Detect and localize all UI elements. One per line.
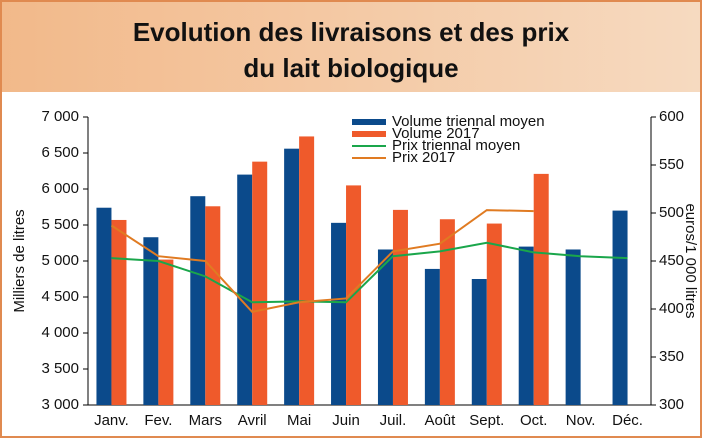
y-tick-label: 6 000 [41, 180, 79, 197]
bar [158, 259, 174, 405]
x-tick-label: Nov. [566, 412, 596, 429]
legend-swatch [352, 131, 386, 137]
x-tick-label: Mars [189, 412, 222, 429]
x-tick-label: Avril [238, 412, 267, 429]
x-tick-label: Déc. [612, 412, 643, 429]
bar [424, 268, 440, 405]
y-tick-label: 5 000 [41, 252, 79, 269]
y2-tick-label: 350 [659, 348, 684, 365]
y-tick-label: 7 000 [41, 108, 79, 125]
y2-tick-label: 450 [659, 252, 684, 269]
y2-tick-label: 300 [659, 396, 684, 413]
x-tick-label: Oct. [520, 412, 548, 429]
bar [111, 219, 127, 405]
bar [612, 210, 628, 405]
y-tick-label: 6 500 [41, 144, 79, 161]
title-box [2, 2, 700, 92]
bar [252, 161, 268, 405]
x-tick-label: Août [424, 412, 456, 429]
bar [205, 206, 221, 405]
legend-label: Volume triennal moyen [392, 113, 545, 130]
chart-title: Evolution des livraisons et des prix [133, 17, 570, 47]
x-tick-label: Mai [287, 412, 311, 429]
bar [237, 174, 253, 405]
bar [518, 246, 534, 405]
y-tick-label: 4 000 [41, 324, 79, 341]
bar [392, 209, 408, 405]
x-tick-label: Juil. [380, 412, 407, 429]
y-axis-title: Milliers de litres [11, 209, 28, 312]
bar [377, 249, 393, 405]
y2-tick-label: 550 [659, 156, 684, 173]
bar [439, 219, 455, 405]
legend-swatch [352, 119, 386, 125]
line [111, 241, 628, 304]
line [110, 209, 534, 313]
y-tick-label: 3 000 [41, 396, 79, 413]
y2-tick-label: 400 [659, 300, 684, 317]
bar [299, 136, 315, 405]
bar [486, 223, 502, 405]
chart-subtitle: du lait biologique [243, 53, 458, 83]
y2-tick-label: 600 [659, 108, 684, 125]
legend-label: Volume 2017 [392, 125, 480, 142]
x-tick-label: Sept. [469, 412, 504, 429]
y2-tick-label: 500 [659, 204, 684, 221]
legend-label: Prix triennal moyen [392, 137, 520, 154]
x-tick-label: Juin [332, 412, 360, 429]
bar [533, 173, 549, 405]
bar [190, 196, 206, 405]
bar [284, 148, 300, 405]
bar [143, 237, 159, 405]
y-tick-label: 4 500 [41, 288, 79, 305]
x-tick-label: Janv. [94, 412, 129, 429]
y-tick-label: 3 500 [41, 360, 79, 377]
bar [565, 249, 581, 405]
legend-label: Prix 2017 [392, 149, 455, 166]
y-tick-label: 5 500 [41, 216, 79, 233]
bar [471, 279, 487, 405]
bar [331, 222, 347, 405]
y2-axis-title: euros/1 000 litres [682, 203, 699, 318]
bar [96, 207, 112, 405]
x-tick-label: Fev. [144, 412, 172, 429]
